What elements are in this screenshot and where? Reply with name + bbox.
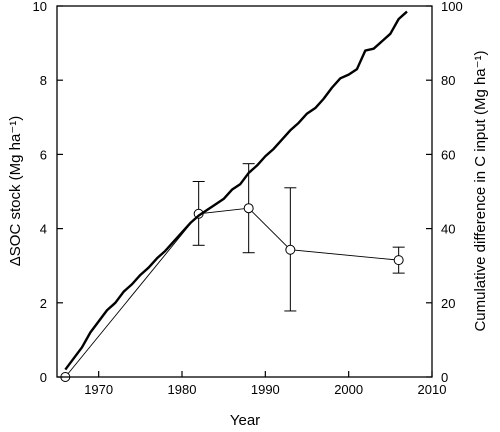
y-right-tick-label: 80 <box>441 73 455 88</box>
y-right-tick-label: 20 <box>441 296 455 311</box>
y-left-tick-label: 10 <box>33 0 47 14</box>
x-tick-label: 1990 <box>251 382 280 397</box>
x-tick-label: 2000 <box>334 382 363 397</box>
y-right-tick-label: 40 <box>441 222 455 237</box>
y-right-tick-label: 60 <box>441 147 455 162</box>
y-right-tick-label: 100 <box>441 0 463 14</box>
data-point-soc-stock <box>393 255 404 266</box>
data-point-soc-stock <box>243 203 254 214</box>
x-tick-label: 1980 <box>168 382 197 397</box>
plot-frame <box>56 5 433 378</box>
y-right-tick-label: 0 <box>441 370 448 385</box>
y-right-axis-title: Cumulative difference in C input (Mg ha⁻… <box>472 50 489 331</box>
y-left-tick-label: 6 <box>40 147 47 162</box>
y-left-tick-label: 4 <box>40 222 47 237</box>
y-left-tick-label: 8 <box>40 73 47 88</box>
series-line-c-input <box>64 10 408 371</box>
x-tick-label: 2010 <box>418 382 447 397</box>
data-point-soc-stock <box>285 244 296 255</box>
y-left-axis-title: ΔSOC stock (Mg ha⁻¹) <box>7 116 24 266</box>
series-line-soc-stock <box>64 207 399 378</box>
x-axis-title: Year <box>230 412 260 429</box>
plot-layer <box>60 10 408 382</box>
x-tick-label: 1970 <box>84 382 113 397</box>
y-left-tick-label: 2 <box>40 296 47 311</box>
y-left-tick-label: 0 <box>40 370 47 385</box>
